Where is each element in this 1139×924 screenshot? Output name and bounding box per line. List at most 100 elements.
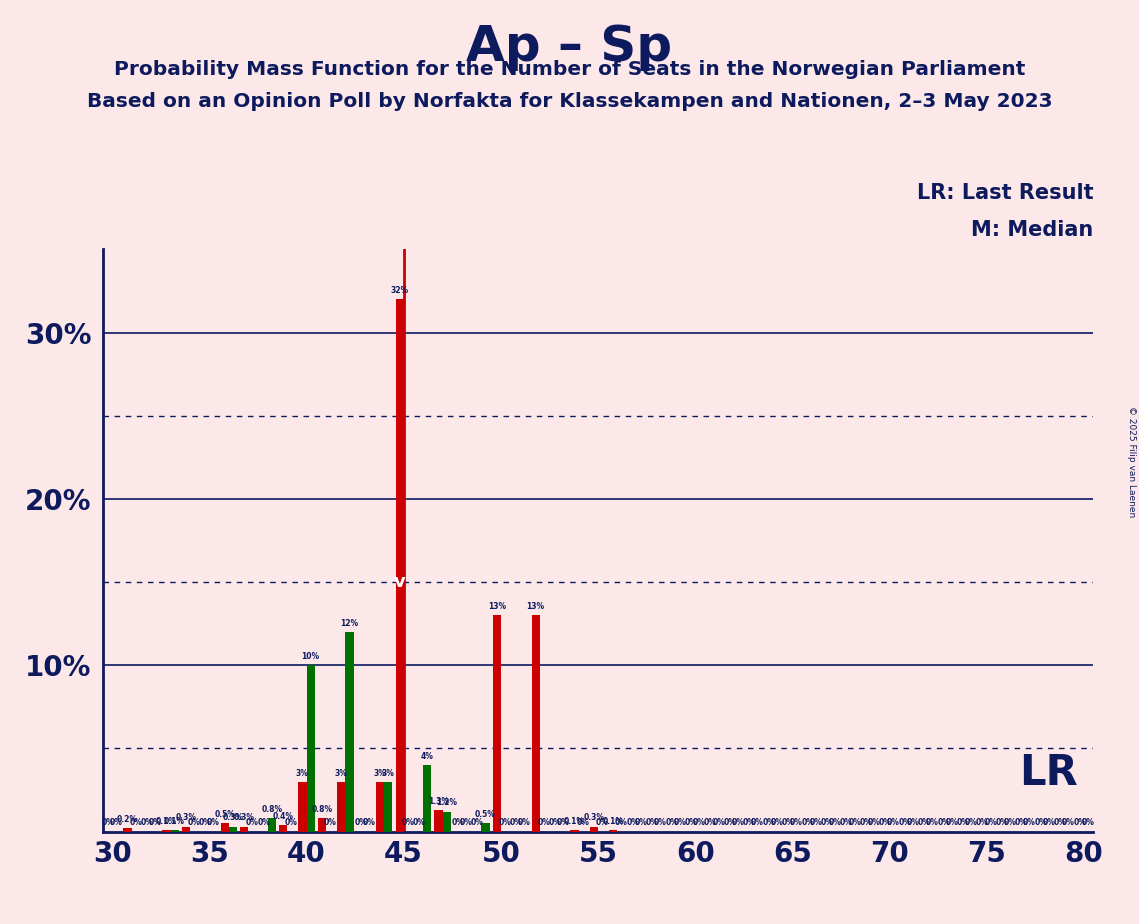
Bar [395, 299, 403, 832]
Text: 0%: 0% [354, 819, 367, 828]
Text: 0.5%: 0.5% [214, 810, 235, 819]
Text: 0%: 0% [790, 819, 803, 828]
Text: 0%: 0% [1073, 819, 1087, 828]
Text: 0%: 0% [899, 819, 911, 828]
Text: 3%: 3% [382, 769, 395, 778]
Text: 0%: 0% [820, 819, 834, 828]
Text: 0%: 0% [362, 819, 376, 828]
Bar [337, 782, 345, 832]
Text: 0%: 0% [576, 819, 589, 828]
Text: 10%: 10% [302, 652, 320, 662]
Text: 0%: 0% [1054, 819, 1066, 828]
Bar [240, 827, 248, 832]
Bar [609, 830, 617, 832]
Text: 0.4%: 0.4% [272, 812, 294, 821]
Text: 0%: 0% [188, 819, 200, 828]
Text: 0%: 0% [762, 819, 776, 828]
Text: 0%: 0% [451, 819, 465, 828]
Text: 0.8%: 0.8% [311, 805, 333, 814]
Text: M: Median: M: Median [972, 220, 1093, 240]
Bar [306, 665, 314, 832]
Text: 0%: 0% [810, 819, 822, 828]
Text: v: v [394, 573, 405, 591]
Text: 0%: 0% [1023, 819, 1036, 828]
Text: 3%: 3% [296, 769, 309, 778]
Text: 0%: 0% [743, 819, 756, 828]
Text: 0%: 0% [751, 819, 764, 828]
Text: 0%: 0% [109, 819, 123, 828]
Text: 0%: 0% [887, 819, 900, 828]
Text: 0%: 0% [945, 819, 958, 828]
Text: 0%: 0% [1034, 819, 1047, 828]
Text: 0%: 0% [1081, 819, 1095, 828]
Text: 0.3%: 0.3% [222, 813, 244, 822]
Text: 0%: 0% [615, 819, 628, 828]
Text: 0.1%: 0.1% [603, 817, 624, 826]
Text: 1.3%: 1.3% [428, 796, 449, 806]
Text: 0%: 0% [879, 819, 892, 828]
Bar [163, 830, 171, 832]
Text: 0%: 0% [285, 819, 297, 828]
Text: 0.8%: 0.8% [261, 805, 282, 814]
Bar [221, 823, 229, 832]
Text: 0%: 0% [665, 819, 678, 828]
Bar [171, 830, 179, 832]
Text: LR: LR [1019, 752, 1077, 795]
Bar [384, 782, 393, 832]
Bar [376, 782, 384, 832]
Text: 0%: 0% [130, 819, 142, 828]
Text: 4%: 4% [420, 752, 434, 761]
Text: Based on an Opinion Poll by Norfakta for Klassekampen and Nationen, 2–3 May 2023: Based on an Opinion Poll by Norfakta for… [87, 92, 1052, 112]
Text: 0%: 0% [499, 819, 511, 828]
Text: 0%: 0% [646, 819, 658, 828]
Text: 0%: 0% [140, 819, 154, 828]
Text: 0%: 0% [207, 819, 220, 828]
Text: 0%: 0% [731, 819, 745, 828]
Text: 0%: 0% [937, 819, 950, 828]
Text: LR: Last Result: LR: Last Result [917, 183, 1093, 203]
Text: 0.1%: 0.1% [564, 817, 585, 826]
Text: 0%: 0% [704, 819, 716, 828]
Text: 0%: 0% [149, 819, 162, 828]
Text: 0%: 0% [957, 819, 969, 828]
Bar [182, 827, 190, 832]
Text: 0%: 0% [918, 819, 931, 828]
Bar [434, 810, 443, 832]
Text: 0.3%: 0.3% [583, 813, 605, 822]
Bar [532, 615, 540, 832]
Text: 0%: 0% [626, 819, 639, 828]
Text: 0.3%: 0.3% [233, 813, 255, 822]
Text: © 2025 Filip van Laenen: © 2025 Filip van Laenen [1126, 407, 1136, 517]
Text: 0%: 0% [323, 819, 336, 828]
Text: 13%: 13% [526, 602, 544, 612]
Bar [123, 828, 132, 832]
Text: 0%: 0% [781, 819, 795, 828]
Text: 0%: 0% [849, 819, 861, 828]
Text: 0%: 0% [926, 819, 939, 828]
Bar [443, 811, 451, 832]
Text: 0%: 0% [199, 819, 212, 828]
Text: 0%: 0% [510, 819, 523, 828]
Text: 0%: 0% [460, 819, 473, 828]
Text: 0%: 0% [101, 819, 115, 828]
Text: 13%: 13% [487, 602, 506, 612]
Text: 0%: 0% [801, 819, 814, 828]
Text: 0%: 0% [257, 819, 270, 828]
Text: 0%: 0% [868, 819, 880, 828]
Text: 0%: 0% [685, 819, 697, 828]
Text: Ap – Sp: Ap – Sp [467, 23, 672, 71]
Text: 0%: 0% [829, 819, 842, 828]
Text: 0%: 0% [1042, 819, 1056, 828]
Text: 32%: 32% [391, 286, 409, 296]
Bar [318, 819, 326, 832]
Bar [268, 819, 276, 832]
Text: 0%: 0% [907, 819, 919, 828]
Text: 0%: 0% [634, 819, 647, 828]
Text: 0%: 0% [1003, 819, 1016, 828]
Text: 0%: 0% [693, 819, 706, 828]
Bar [229, 827, 237, 832]
Text: 3%: 3% [374, 769, 386, 778]
Text: 12%: 12% [341, 619, 359, 628]
Text: 0.1%: 0.1% [156, 817, 177, 826]
Text: 0%: 0% [538, 819, 550, 828]
